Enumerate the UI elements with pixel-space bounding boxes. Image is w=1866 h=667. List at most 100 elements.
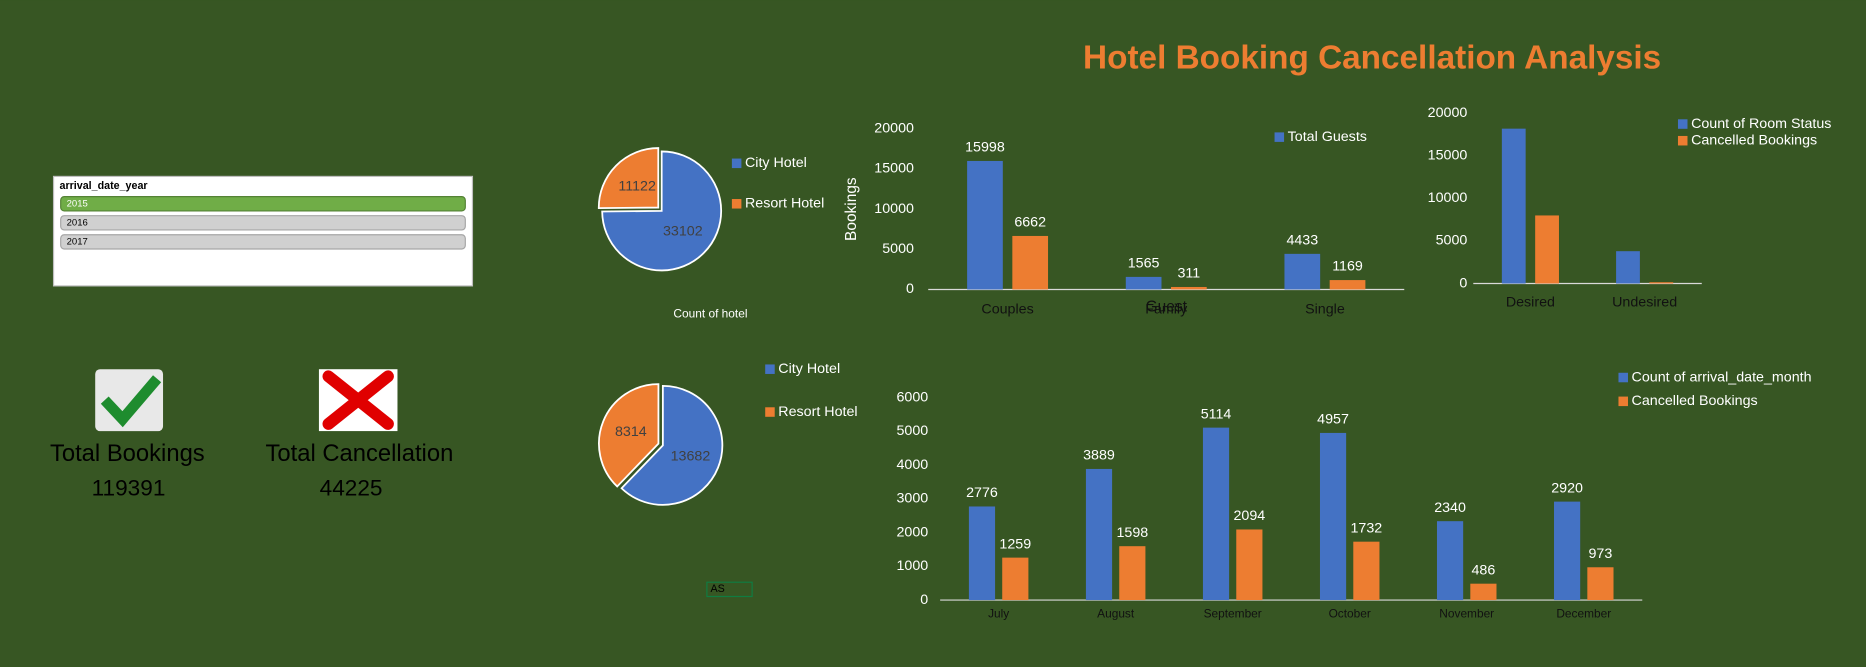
slicer-item[interactable] [60,196,466,212]
legend-swatch [1677,119,1688,129]
pie-slice [598,383,660,488]
data-label: 1598 [1116,525,1148,541]
y-axis-title: Bookings [843,177,860,241]
legend-label: Cancelled Bookings [1691,132,1817,148]
x-tick-label: December [1556,606,1611,620]
bar [1012,235,1049,290]
legend-label: Resort Hotel [745,196,824,212]
bar [1535,215,1559,284]
pie-label: 11122 [618,178,656,194]
data-label: 2340 [1434,500,1466,516]
pie-slice [597,147,660,210]
x-tick-label: November [1439,606,1494,620]
data-label: 5114 [1201,406,1232,422]
kpi-label: Total Cancellation [265,440,453,467]
pie-label: 33102 [663,224,703,240]
legend-label: City Hotel [745,155,807,171]
x-tick-label: September [1204,606,1262,620]
y-tick-label: 5000 [882,241,914,257]
legend-label: Resort Hotel [778,404,857,420]
chart-caption: Count of hotel [673,307,747,321]
y-tick-label: 15000 [1428,148,1468,164]
bar [1236,529,1263,601]
y-tick-label: 3000 [896,491,928,507]
bar [968,506,996,601]
dashboard-title: Hotel Booking Cancellation Analysis [1083,40,1661,77]
slicer-item-label[interactable]: 2017 [67,236,88,247]
data-label: 1169 [1332,259,1363,275]
legend-swatch [1274,132,1285,142]
bar [967,160,1003,290]
pie-slice [620,384,724,506]
pie-label: 8314 [615,424,647,440]
y-tick-label: 0 [1459,275,1467,291]
slicer-title: arrival_date_year [60,180,148,192]
x-tick-label: October [1329,606,1371,620]
bar [1587,567,1614,601]
bar [1470,583,1497,601]
slicer-item[interactable] [60,215,466,231]
bar [1202,427,1230,601]
data-label: 3889 [1083,448,1115,464]
y-tick-label: 2000 [896,524,928,540]
data-label: 311 [1177,266,1200,282]
legend-swatch [1677,135,1688,146]
kpi-label: Total Bookings [50,440,205,467]
legend-swatch [731,199,742,209]
legend-label: City Hotel [778,361,840,377]
kpi-value: 44225 [320,475,383,500]
cross-mark [322,370,394,430]
data-label: 1259 [999,536,1031,552]
bar [1002,557,1029,601]
pie-label: 13682 [671,448,711,464]
y-tick-label: 0 [920,592,928,608]
legend-swatch [1618,396,1628,407]
bar [1329,280,1366,290]
legend-label: Count of arrival_date_month [1632,369,1812,385]
x-tick-label: Undesired [1612,294,1677,310]
slicer-item-label[interactable]: 2015 [67,198,88,209]
x-tick-label: Single [1305,301,1345,317]
y-tick-label: 20000 [1428,105,1468,121]
data-label: 2776 [966,485,998,501]
x-tick-label: July [988,606,1009,620]
x-axis-title: Guest [1146,298,1188,315]
data-label: 2920 [1551,480,1583,496]
selected-cell[interactable] [706,581,753,598]
y-tick-label: 20000 [874,121,914,137]
legend-swatch [731,158,742,169]
kpi-value: 119391 [92,475,166,500]
data-label: 1732 [1351,520,1383,536]
bar [1085,468,1113,601]
data-label: 4433 [1286,233,1318,249]
legend-label: Cancelled Bookings [1632,393,1758,409]
y-tick-label: 15000 [874,161,914,177]
legend-swatch [765,407,775,417]
bar [1649,282,1674,284]
y-tick-label: 10000 [874,201,914,217]
data-label: 4957 [1317,412,1349,428]
cell-text: AS [710,583,724,595]
data-label: 2094 [1233,508,1265,524]
data-label: 6662 [1014,215,1046,231]
y-tick-label: 5000 [1436,233,1468,249]
slicer-item[interactable] [60,234,466,250]
slicer-item-label[interactable]: 2016 [67,217,88,228]
bar [1125,276,1162,290]
data-label: 486 [1471,562,1495,578]
x-tick-label: Desired [1506,294,1555,310]
bar [1171,286,1207,290]
legend-label: Count of Room Status [1691,116,1831,132]
slicer-box [52,175,474,287]
data-label: 1565 [1128,256,1160,272]
bar [1554,501,1581,601]
y-tick-label: 10000 [1428,190,1468,206]
x-tick-label: Family [1145,301,1188,317]
slicer: arrival_date_year 2015 2016 2017 [52,175,474,287]
check-mark [100,375,162,428]
legend-swatch [765,364,775,374]
bar [1616,251,1640,284]
